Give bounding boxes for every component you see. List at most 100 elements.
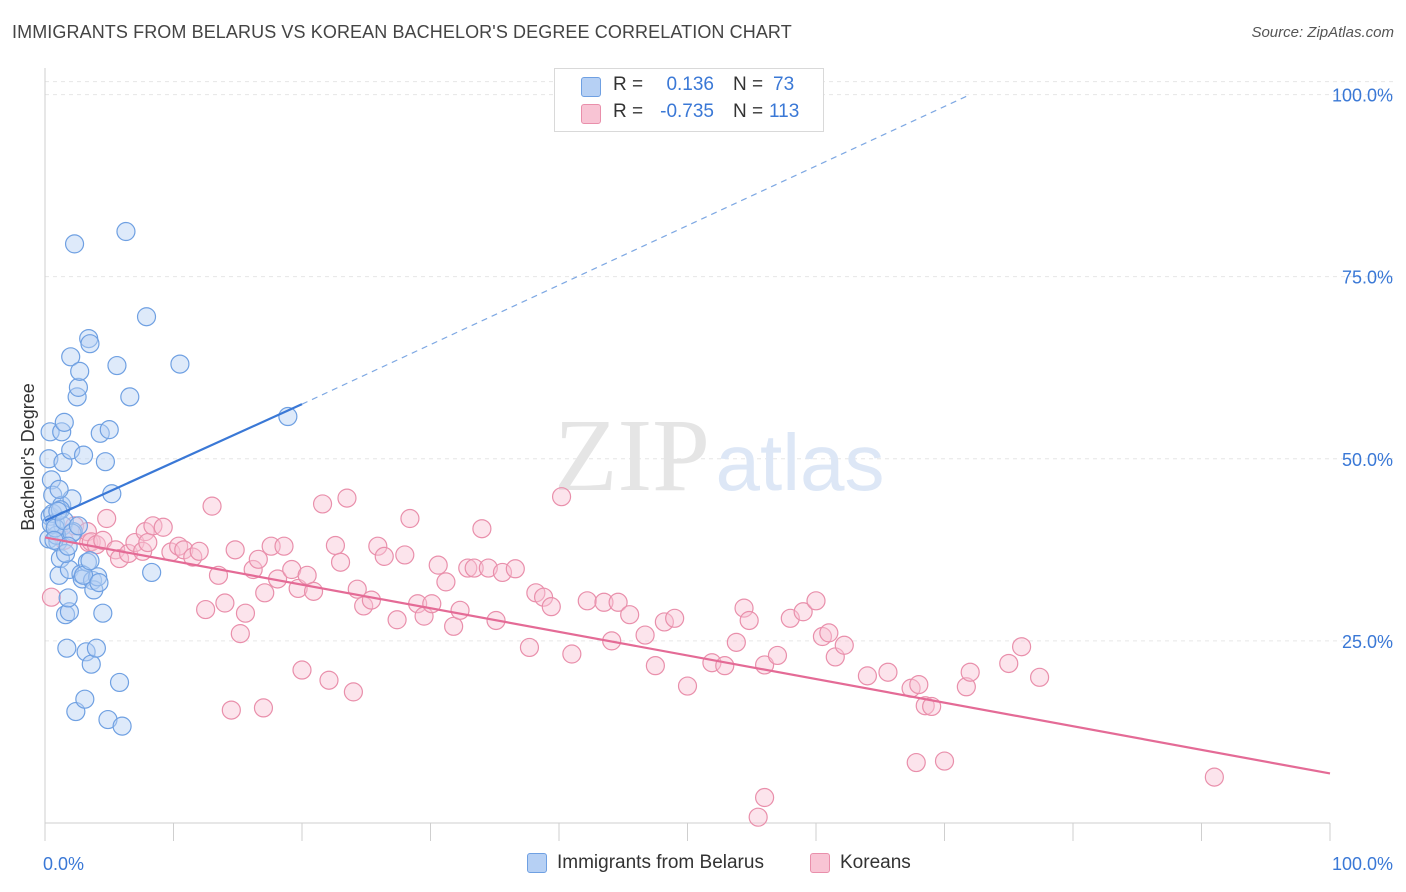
point-belarus [55,543,76,564]
point-belarus [73,445,94,465]
point-koreans [215,593,235,613]
point-koreans [253,698,274,718]
stats-legend-row-koreans: R = -0.735 N = 113 [555,101,823,127]
point-koreans [225,540,245,560]
point-koreans [608,592,628,612]
point-koreans [793,602,813,622]
point-koreans [138,532,158,553]
point-belarus [93,603,113,623]
point-belarus [80,551,100,571]
point-koreans [806,591,826,611]
point-belarus [142,562,162,583]
y-tick-label: 50.0% [1342,450,1393,470]
point-belarus [98,709,118,730]
point-belarus [170,354,190,374]
point-belarus [57,638,77,658]
watermark-zip: ZIP [554,398,710,513]
point-belarus [99,420,119,440]
point-belarus [61,440,81,460]
trend-belarus-extension [301,94,971,405]
point-belarus [80,334,100,354]
point-koreans [169,536,189,556]
point-koreans [472,519,492,539]
point-koreans [909,674,929,695]
point-koreans [878,662,898,682]
stats-legend-row-belarus: R = 0.136 N = 73 [555,74,823,100]
point-koreans [999,653,1019,674]
point-koreans [343,682,363,702]
point-koreans [767,645,788,666]
point-belarus [112,716,132,736]
n-label: N = [733,101,764,122]
trend-belarus [44,403,303,522]
point-belarus [49,479,69,499]
point-belarus [136,307,157,327]
point-koreans [274,536,294,556]
point-koreans [577,591,597,611]
point-koreans [645,656,665,676]
point-belarus [120,387,140,407]
point-koreans [748,807,768,827]
point-belarus [54,412,74,432]
koreans-legend-label: Koreans [840,852,911,873]
point-koreans [458,558,478,578]
koreans-swatch [581,104,601,124]
belarus-swatch [581,77,601,97]
belarus-points [39,221,298,736]
point-koreans [230,624,250,644]
r-label: R = [613,101,644,122]
point-koreans [235,603,256,623]
point-koreans [857,666,878,686]
point-koreans [960,662,980,682]
point-koreans [635,625,655,645]
point-belarus [70,361,90,381]
point-koreans [374,546,394,566]
point-koreans [248,549,268,569]
point-koreans [677,676,698,696]
point-koreans [436,572,456,592]
point-belarus [39,449,59,469]
point-koreans [1029,667,1050,687]
point-koreans [505,559,525,579]
point-koreans [734,598,754,618]
point-belarus [59,602,80,622]
point-belarus [49,565,69,585]
point-koreans [715,656,735,676]
n-label: N = [733,74,764,95]
point-koreans [834,635,854,655]
point-koreans [143,516,163,536]
point-koreans [819,623,839,643]
point-koreans [1011,637,1032,657]
point-koreans [541,597,561,617]
point-koreans [221,700,241,720]
point-belarus [59,559,80,580]
point-koreans [812,626,833,647]
point-koreans [934,751,955,771]
point-belarus [81,654,101,674]
n-value: 73 [773,74,795,95]
koreans-legend-swatch [810,853,830,873]
point-koreans [444,616,464,636]
point-koreans [450,600,470,620]
point-koreans [368,536,388,556]
point-koreans [297,565,317,585]
point-belarus [58,588,78,608]
point-koreans [395,545,415,565]
point-koreans [478,558,498,578]
point-belarus [88,567,108,587]
trend-koreans [44,536,1331,775]
point-koreans [97,508,117,529]
point-belarus [68,377,89,397]
y-tick-label: 75.0% [1342,268,1393,288]
y-tick-label: 25.0% [1342,632,1393,652]
point-koreans [665,608,685,628]
point-koreans [330,552,351,572]
point-koreans [654,612,674,632]
point-koreans [428,555,448,575]
point-koreans [93,530,113,550]
point-koreans [361,590,381,610]
point-koreans [189,541,209,561]
stats-legend: R = 0.136 N = 73 R = -0.735 N = 113 [554,68,824,132]
point-koreans [202,496,222,516]
watermark: ZIP atlas [554,398,884,513]
